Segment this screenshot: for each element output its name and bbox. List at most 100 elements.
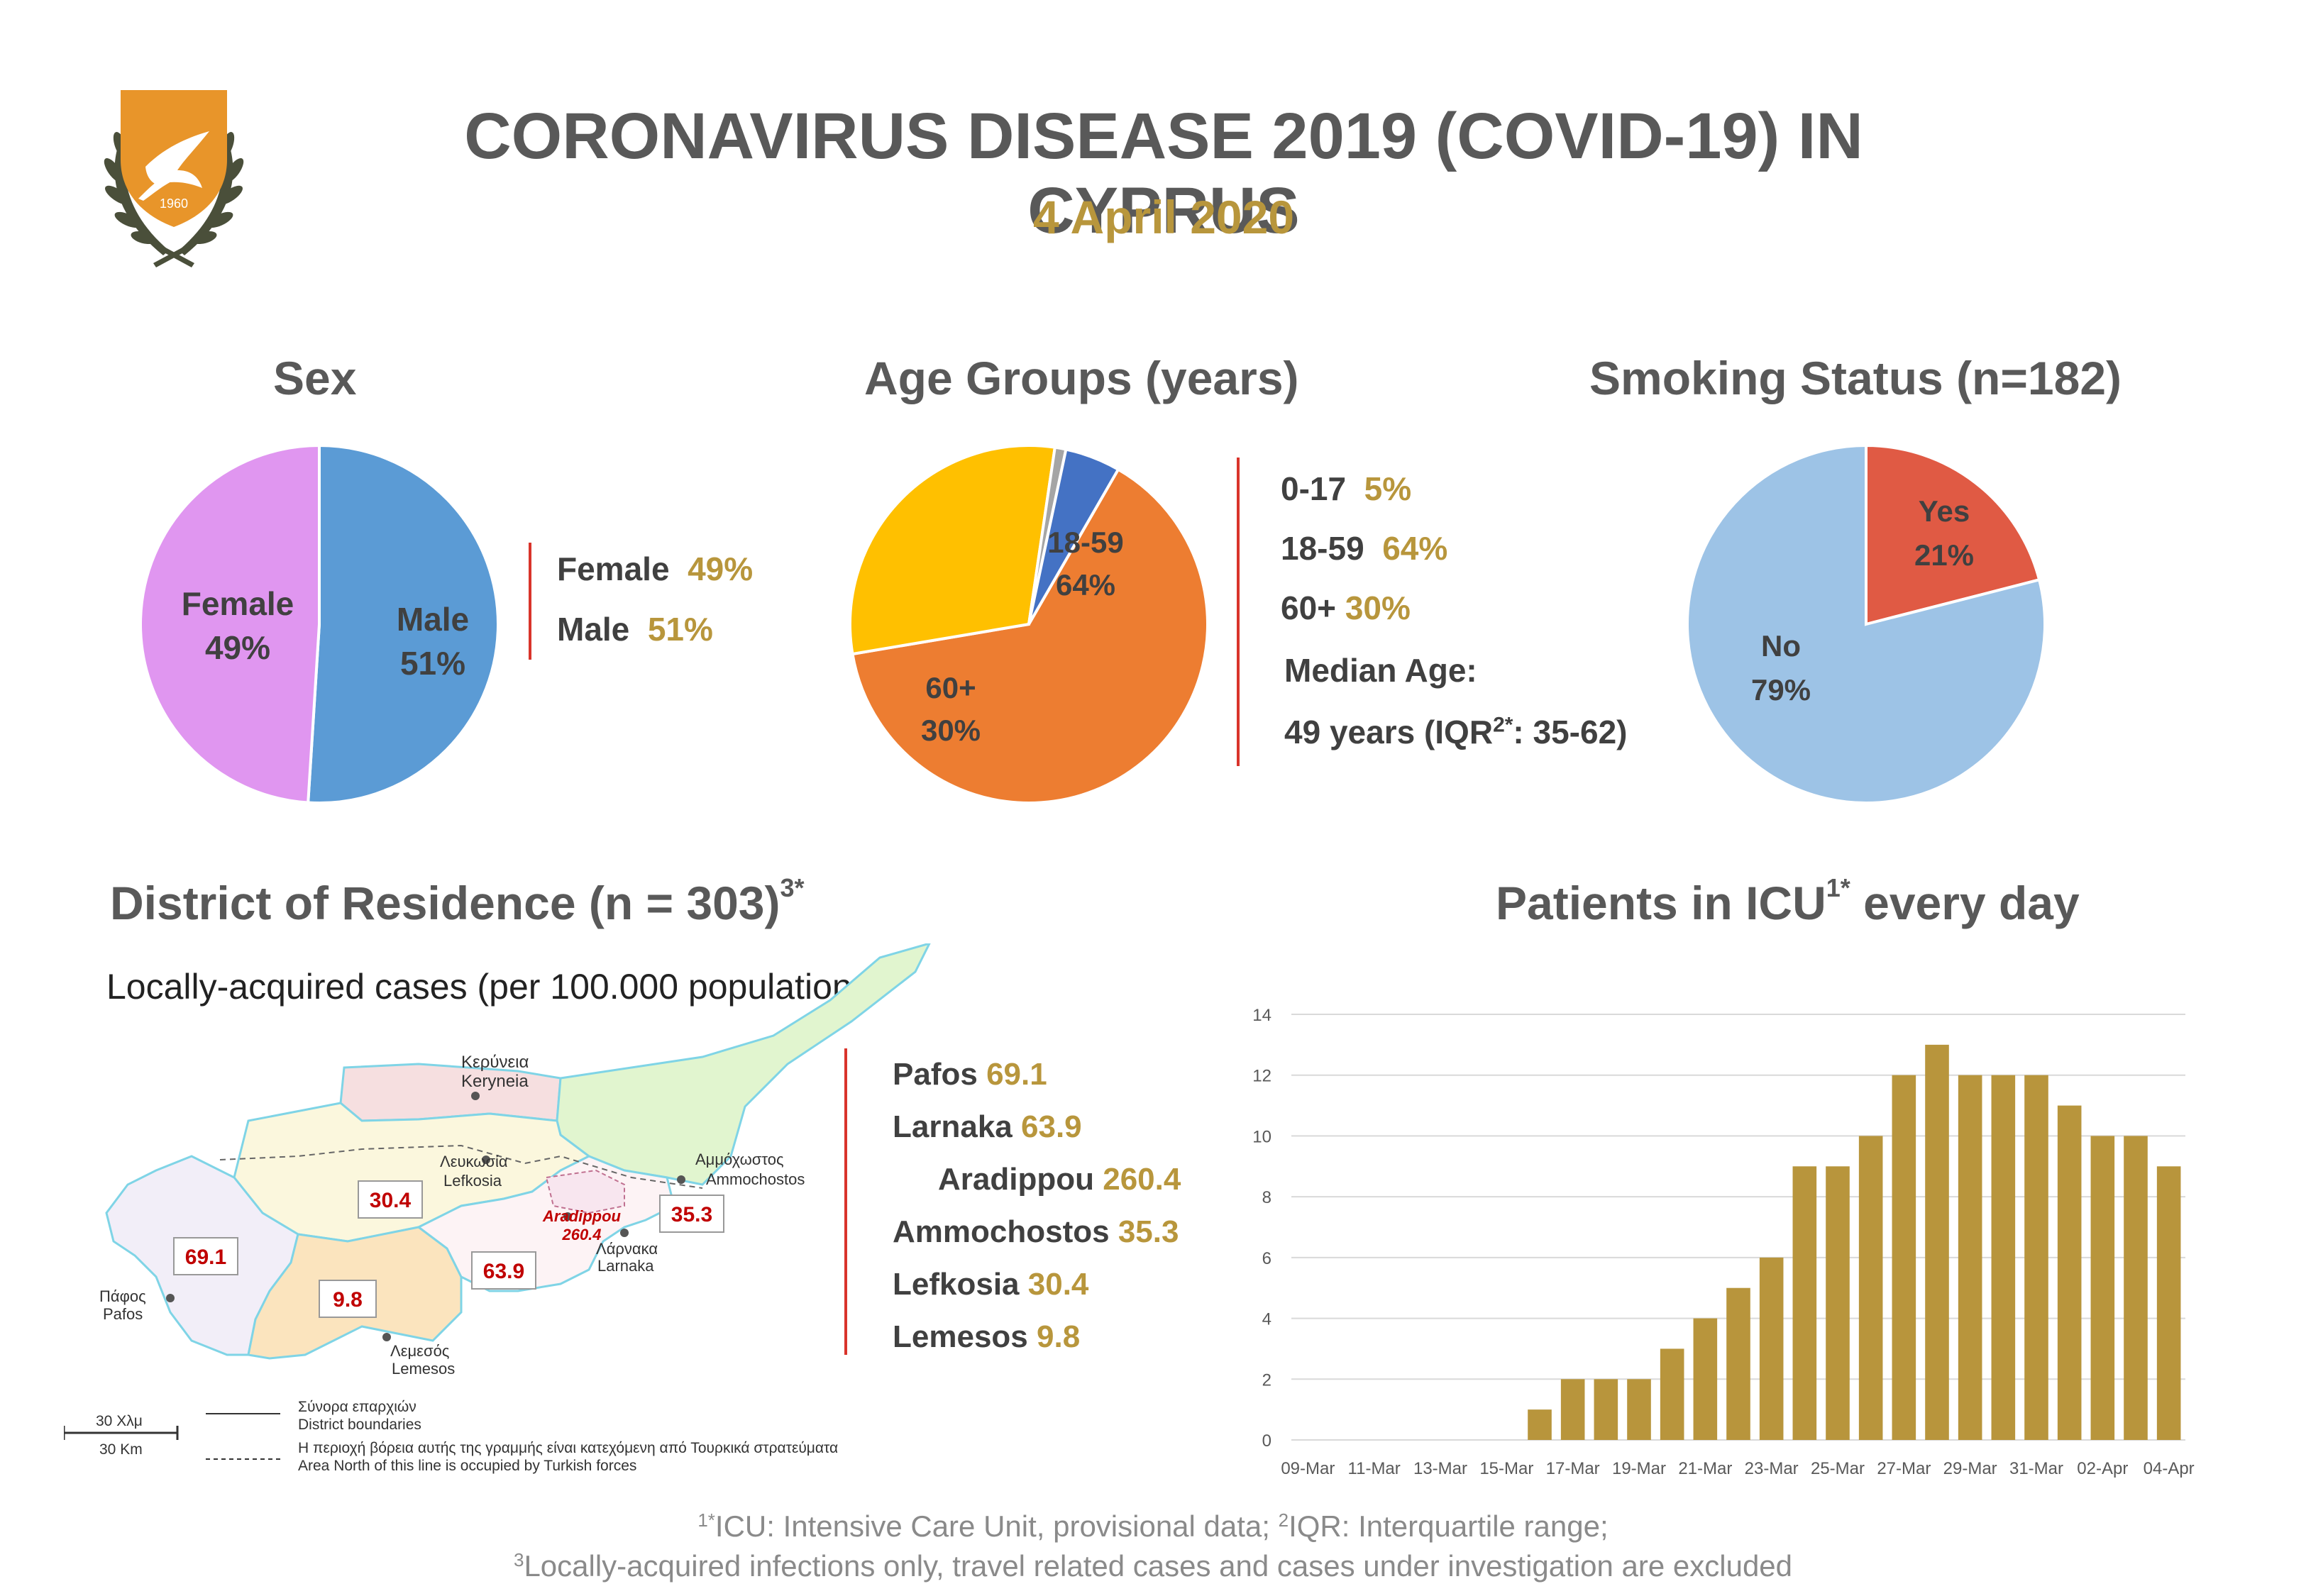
icu-x-tick-label: 23-Mar — [1745, 1459, 1799, 1478]
icu-bar-16-Mar — [1528, 1409, 1552, 1440]
sex-legend-male: Male 51% — [557, 611, 713, 648]
age-pie-chart — [849, 444, 1209, 804]
pie-slice-age-0-17 — [1027, 448, 1120, 626]
icu-y-tick-label: 2 — [1262, 1370, 1271, 1390]
smoking-pie-label-no: No 79% — [1710, 624, 1852, 712]
sex-pie-label-female-value: 49% — [204, 629, 271, 666]
icu-x-tick-label: 19-Mar — [1612, 1459, 1666, 1478]
district-subtitle: Locally-acquired cases (per 100.000 popu… — [106, 967, 852, 1007]
icu-bar-31-Mar — [2024, 1075, 2048, 1440]
map-scale-en: 30 Km — [99, 1441, 143, 1458]
smoking-pie-chart — [1686, 443, 2046, 804]
smoking-pie-label-yes: Yes 21% — [1873, 489, 2015, 577]
icu-y-tick-label: 0 — [1262, 1431, 1271, 1451]
icu-x-tick-label: 09-Mar — [1281, 1459, 1335, 1478]
icu-x-tick-label: 27-Mar — [1877, 1459, 1931, 1478]
icu-y-tick-label: 14 — [1252, 1006, 1271, 1025]
map-label-keryneia-en: Keryneia — [461, 1072, 529, 1091]
map-district-ammochostos — [556, 943, 931, 1186]
age-chart-title: Age Groups (years) — [864, 352, 1299, 404]
icu-x-tick-label: 13-Mar — [1413, 1459, 1467, 1478]
icu-x-tick-label: 29-Mar — [1943, 1459, 1997, 1478]
map-scale-gr: 30 Χλμ — [96, 1413, 143, 1429]
map-label-larnaka-gr: Λάρνακα — [596, 1240, 658, 1258]
sex-pie-chart — [139, 443, 500, 804]
icu-x-tick-label: 17-Mar — [1546, 1459, 1600, 1478]
pie-slice-smoking-no — [1686, 443, 2046, 804]
icu-bar-01-Apr — [2057, 1105, 2082, 1440]
map-value-larnaka: 63.9 — [483, 1260, 524, 1283]
map-label-aradippou: Aradippou — [542, 1207, 622, 1225]
district-lefkosia: Lefkosia 30.4 — [893, 1267, 1089, 1302]
age-legend-60: 60+ 30% — [1281, 589, 1411, 626]
sex-legend-rule — [529, 543, 531, 660]
age-pie-label-18-59: 18-59 64% — [1015, 521, 1157, 606]
icu-bar-19-Mar — [1627, 1379, 1651, 1440]
age-pie-label-18-59-value: 64% — [1055, 568, 1116, 602]
smoking-pie-label-no-value: 79% — [1750, 673, 1811, 706]
pie-slice-age-18-59 — [851, 467, 1209, 804]
page-title: CORONAVIRUS DISEASE 2019 (COVID-19) IN C… — [464, 100, 1863, 247]
icu-x-tick-label: 25-Mar — [1811, 1459, 1865, 1478]
icu-bar-23-Mar — [1759, 1257, 1784, 1440]
pie-slice-male — [307, 443, 500, 804]
sex-pie-label-female: Female 49% — [163, 582, 312, 670]
icu-bar-17-Mar — [1560, 1379, 1585, 1440]
map-value-ammochostos: 35.3 — [671, 1203, 712, 1226]
sex-pie-label-male: Male 51% — [362, 597, 504, 685]
pie-slice-female — [139, 443, 321, 804]
icu-bar-03-Apr — [2124, 1136, 2148, 1440]
age-pie-label-60-value: 30% — [920, 714, 981, 747]
icu-bar-21-Mar — [1693, 1318, 1718, 1440]
icu-bar-04-Apr — [2156, 1166, 2181, 1440]
icu-x-tick-label: 02-Apr — [2077, 1459, 2128, 1478]
icu-bar-18-Mar — [1594, 1379, 1618, 1440]
map-value-aradippou: 260.4 — [561, 1226, 601, 1243]
cyprus-district-map: Κερύνεια Keryneia Λευκωσία Lefkosia Αμμό… — [64, 943, 931, 1474]
map-legend-boundary-en: District boundaries — [298, 1417, 421, 1433]
smoking-pie-label-no-name: No — [1761, 629, 1801, 663]
footnote-line-1: 1*ICU: Intensive Care Unit, provisional … — [697, 1509, 1609, 1543]
report-date: 4 April 2020 — [1032, 191, 1295, 243]
pie-slice-smoking-yes — [1865, 443, 2041, 626]
age-pie-label-18-59-name: 18-59 — [1047, 526, 1124, 559]
icu-y-tick-label: 10 — [1252, 1127, 1271, 1146]
sex-pie-label-male-name: Male — [396, 601, 470, 638]
icu-x-tick-label: 31-Mar — [2009, 1459, 2063, 1478]
icu-bar-30-Mar — [1991, 1075, 2016, 1440]
icu-bar-26-Mar — [1858, 1136, 1883, 1440]
sex-legend-female: Female 49% — [557, 550, 754, 587]
emblem-year: 1960 — [160, 196, 188, 211]
district-pafos: Pafos 69.1 — [893, 1057, 1047, 1092]
map-label-pafos-en: Pafos — [103, 1305, 143, 1323]
map-legend-occupied-gr: Η περιοχή βόρεια αυτής της γραμμής είναι… — [298, 1440, 838, 1456]
sex-chart-title: Sex — [273, 352, 357, 404]
pie-slice-age-60 — [849, 444, 1057, 656]
age-legend-rule — [1237, 458, 1240, 766]
icu-bar-24-Mar — [1792, 1166, 1817, 1440]
icu-bar-27-Mar — [1892, 1075, 1916, 1440]
district-title: District of Residence (n = 303)3* — [110, 873, 805, 929]
district-aradippou: Aradippou 260.4 — [938, 1162, 1181, 1197]
age-pie-label-60: 60+ 30% — [880, 667, 1022, 752]
sex-pie-label-female-name: Female — [181, 585, 294, 622]
map-label-lemesos-gr: Λεμεσός — [390, 1342, 449, 1360]
icu-y-tick-label: 8 — [1262, 1188, 1271, 1207]
icu-x-tick-label: 04-Apr — [2144, 1459, 2195, 1478]
icu-y-tick-label: 12 — [1252, 1067, 1271, 1086]
icu-bar-29-Mar — [1958, 1075, 1982, 1440]
sex-pie-label-male-value: 51% — [399, 645, 466, 682]
map-label-ammochostos-en: Ammochostos — [706, 1170, 805, 1188]
icu-bar-25-Mar — [1826, 1166, 1850, 1440]
icu-bar-02-Apr — [2090, 1136, 2115, 1440]
icu-bar-22-Mar — [1726, 1287, 1750, 1440]
district-lemesos: Lemesos 9.8 — [893, 1319, 1081, 1354]
map-value-pafos: 69.1 — [185, 1246, 226, 1269]
age-pie-label-60-name: 60+ — [925, 671, 976, 704]
icu-bar-20-Mar — [1660, 1348, 1684, 1440]
map-value-lemesos: 9.8 — [333, 1288, 363, 1312]
icu-x-tick-label: 21-Mar — [1678, 1459, 1732, 1478]
icu-bar-28-Mar — [1925, 1044, 1949, 1440]
icu-x-tick-label: 15-Mar — [1479, 1459, 1533, 1478]
district-larnaka: Larnaka 63.9 — [893, 1109, 1082, 1144]
